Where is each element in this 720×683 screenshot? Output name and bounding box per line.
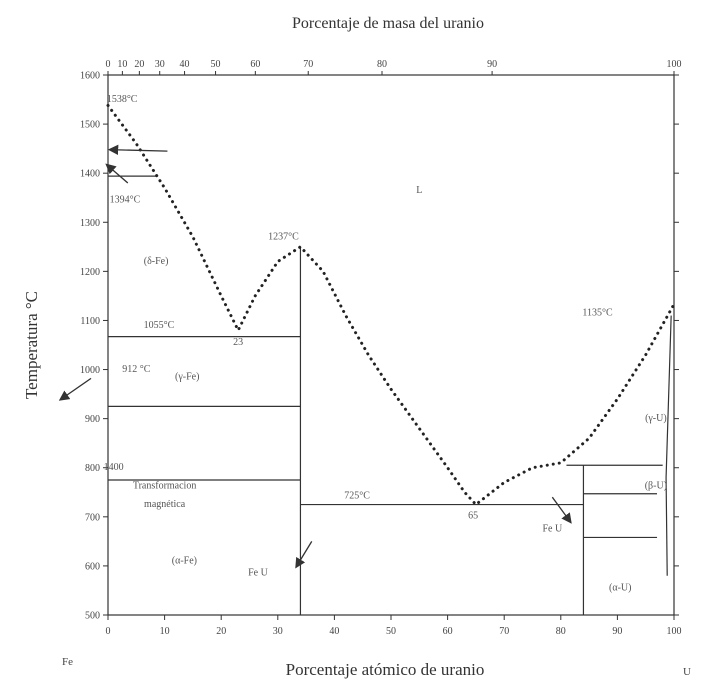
annotation-label-17: (α-U) (609, 582, 631, 593)
y-axis-ticks: 500 600 700 800 900 1000 1100 1200 1300 1400 1500 1… (80, 71, 679, 622)
x-tick-label-1: 10 (160, 626, 170, 637)
annotation-arrow-1 (105, 163, 129, 184)
top-tick-label-6: 60 (250, 59, 260, 70)
x-axis-label: Porcentaje atómico de uranio (286, 660, 485, 679)
y-tick-label-8: 1300 (80, 218, 100, 229)
top-tick-label-5: 50 (211, 59, 221, 70)
annotation-label-18: Fe U (248, 568, 269, 579)
x-axis-ticks: 0 10 20 30 40 50 60 70 80 90 100 (106, 615, 682, 637)
top-axis-ticks: 0 10 20 30 40 50 60 70 80 90 100 (106, 59, 682, 75)
liquidus-series (106, 103, 676, 507)
top-tick-label-7: 70 (303, 59, 313, 70)
y-tick-label-0: 500 (85, 611, 100, 622)
annotation-label-6: (γ-Fe) (175, 371, 199, 382)
x-tick-label-2: 20 (216, 626, 226, 637)
annotation-label-19: Fe U (542, 524, 563, 535)
x-tick-label-9: 90 (612, 626, 622, 637)
annotation-label-11: 1135°C (582, 308, 613, 319)
annotation-label-16: (β-U) (645, 480, 667, 491)
top-tick-label-3: 30 (155, 59, 165, 70)
annotation-arrows (58, 144, 572, 569)
chart-title: Porcentaje de masa del uranio (292, 15, 484, 32)
annotation-label-5: 912 °C (122, 364, 150, 375)
annotation-label-10: 65 (468, 510, 478, 521)
annotation-label-9: 725°C (344, 491, 370, 502)
y-axis-label: Temperatura °C (22, 291, 41, 399)
y-tick-label-7: 1200 (80, 267, 100, 278)
x-tick-label-3: 30 (273, 626, 283, 637)
top-tick-label-0: 0 (106, 59, 111, 70)
annotation-label-14: (α-Fe) (172, 555, 197, 566)
x-tick-label-7: 70 (499, 626, 509, 637)
y-tick-label-1: 600 (85, 561, 100, 572)
x-tick-label-8: 80 (556, 626, 566, 637)
y-tick-label-2: 700 (85, 512, 100, 523)
annotation-label-1: 1394°C (110, 195, 141, 206)
annotation-label-3: 1055°C (144, 320, 175, 331)
top-tick-label-9: 90 (487, 59, 497, 70)
annotation-arrow-0 (107, 144, 168, 156)
right-end-label: U (683, 666, 691, 678)
top-tick-label-8: 80 (377, 59, 387, 70)
y-tick-label-4: 900 (85, 414, 100, 425)
left-end-label: Fe (62, 656, 73, 668)
annotation-label-8: L (416, 185, 422, 196)
x-tick-label-4: 40 (329, 626, 339, 637)
annotation-label-13: magnética (144, 499, 186, 510)
x-tick-label-10: 100 (667, 626, 682, 637)
annotation-label-12: Transformacion (133, 480, 197, 491)
plot-frame (107, 74, 675, 616)
annotation-arrow-3 (295, 541, 313, 569)
y-tick-label-11: 1600 (80, 71, 100, 82)
x-tick-label-0: 0 (106, 626, 111, 637)
y-tick-label-6: 1100 (80, 316, 100, 327)
y-tick-label-5: 1000 (80, 365, 100, 376)
top-tick-label-4: 40 (180, 59, 190, 70)
annotation-arrow-4 (551, 496, 572, 524)
y-tick-label-10: 1500 (80, 120, 100, 131)
annotations: 1538°C 1394°C (δ-Fe) 1055°C 23 912 °C (γ-Fe) 12… (104, 94, 667, 593)
annotation-label-4: 23 (233, 337, 243, 348)
x-tick-label-6: 60 (443, 626, 453, 637)
annotation-label-20: 1400 (104, 462, 124, 473)
x-tick-label-5: 50 (386, 626, 396, 637)
phase-boundary-lines (108, 175, 672, 615)
annotation-label-2: (δ-Fe) (144, 256, 169, 267)
annotation-arrow-2 (58, 377, 92, 401)
annotation-label-7: 1237°C (268, 231, 299, 242)
liquidus-line-0 (106, 103, 676, 507)
top-tick-label-1: 10 (117, 59, 127, 70)
annotation-label-15: (γ-U) (645, 413, 667, 424)
annotation-label-0: 1538°C (107, 94, 138, 105)
y-tick-label-3: 800 (85, 463, 100, 474)
top-tick-label-10: 100 (667, 59, 682, 70)
y-tick-label-9: 1400 (80, 169, 100, 180)
top-tick-label-2: 20 (134, 59, 144, 70)
uranium-solvus-line (665, 315, 672, 576)
